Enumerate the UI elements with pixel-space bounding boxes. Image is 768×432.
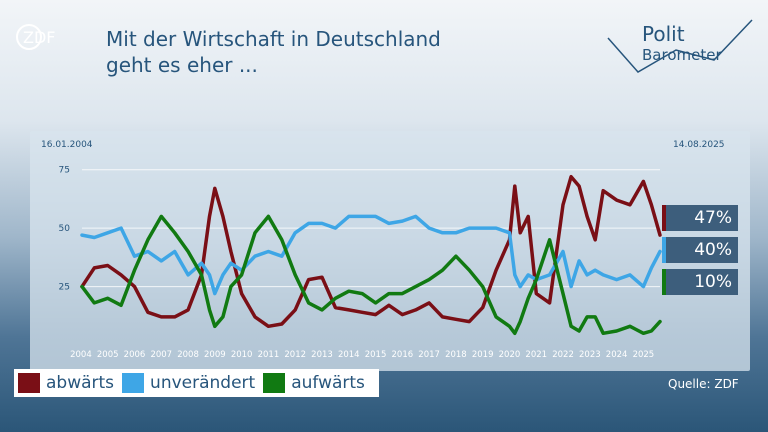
x-tick-label: 2014 bbox=[338, 350, 360, 360]
x-tick-label: 2006 bbox=[124, 350, 146, 360]
legend-swatch-abwaerts bbox=[18, 373, 40, 393]
source-note: Quelle: ZDF bbox=[668, 377, 739, 391]
brand-line-2: Barometer bbox=[642, 46, 722, 64]
x-tick-label: 2004 bbox=[70, 350, 92, 360]
legend-item-abwaerts: abwärts bbox=[18, 373, 114, 393]
x-tick-label: 2009 bbox=[204, 350, 226, 360]
zdf-logo: ZDF bbox=[16, 24, 78, 50]
x-tick-label: 2007 bbox=[150, 350, 172, 360]
end-date: 14.08.2025 bbox=[673, 140, 725, 150]
x-tick-label: 2022 bbox=[552, 350, 574, 360]
latest-value-unveraendert: 40% bbox=[666, 237, 738, 263]
x-tick-label: 2005 bbox=[97, 350, 119, 360]
x-tick-label: 2017 bbox=[418, 350, 440, 360]
x-tick-label: 2015 bbox=[365, 350, 387, 360]
legend-item-unveraendert: unverändert bbox=[122, 373, 255, 393]
chart-legend: abwärts unverändert aufwärts bbox=[14, 369, 379, 397]
x-tick-label: 2021 bbox=[525, 350, 547, 360]
latest-chip-unveraendert bbox=[662, 237, 667, 263]
zdf-logo-text: ZDF bbox=[23, 28, 55, 47]
series-line-aufwaerts bbox=[80, 214, 662, 336]
start-date: 16.01.2004 bbox=[41, 140, 93, 150]
legend-item-aufwaerts: aufwärts bbox=[263, 373, 365, 393]
title-line-2: geht es eher ... bbox=[106, 53, 258, 77]
x-tick-label: 2019 bbox=[472, 350, 494, 360]
legend-swatch-aufwaerts bbox=[263, 373, 286, 393]
x-tick-label: 2016 bbox=[392, 350, 414, 360]
brand-line-1: Polit bbox=[642, 22, 685, 46]
latest-chip-abwaerts bbox=[662, 205, 667, 231]
x-tick-label: 2018 bbox=[445, 350, 467, 360]
x-tick-label: 2023 bbox=[579, 350, 601, 360]
x-tick-label: 2024 bbox=[606, 350, 628, 360]
x-tick-label: 2025 bbox=[633, 350, 655, 360]
series-line-abwaerts bbox=[80, 174, 662, 329]
x-tick-label: 2010 bbox=[231, 350, 253, 360]
x-tick-label: 2013 bbox=[311, 350, 333, 360]
page-title: Mit der Wirtschaft in Deutschland geht e… bbox=[106, 26, 441, 78]
x-tick-label: 2011 bbox=[258, 350, 280, 360]
x-tick-label: 2012 bbox=[284, 350, 306, 360]
series-line-unveraendert bbox=[80, 214, 662, 296]
logo-zigzag-icon bbox=[607, 19, 753, 73]
legend-label-aufwaerts: aufwärts bbox=[291, 373, 365, 393]
title-line-1: Mit der Wirtschaft in Deutschland bbox=[106, 27, 441, 51]
x-tick-label: 2020 bbox=[499, 350, 521, 360]
legend-swatch-unveraendert bbox=[122, 373, 145, 393]
y-tick-label: 75 bbox=[59, 166, 70, 176]
latest-value-aufwaerts: 10% bbox=[666, 269, 738, 295]
x-tick-label: 2008 bbox=[177, 350, 199, 360]
politbarometer-logo: Polit Barometer bbox=[606, 16, 756, 76]
y-tick-label: 50 bbox=[59, 224, 71, 234]
y-tick-label: 25 bbox=[59, 283, 70, 293]
latest-value-abwaerts: 47% bbox=[666, 205, 738, 231]
legend-label-abwaerts: abwärts bbox=[46, 373, 115, 393]
legend-label-unveraendert: unverändert bbox=[150, 373, 256, 393]
latest-chip-aufwaerts bbox=[662, 269, 667, 295]
